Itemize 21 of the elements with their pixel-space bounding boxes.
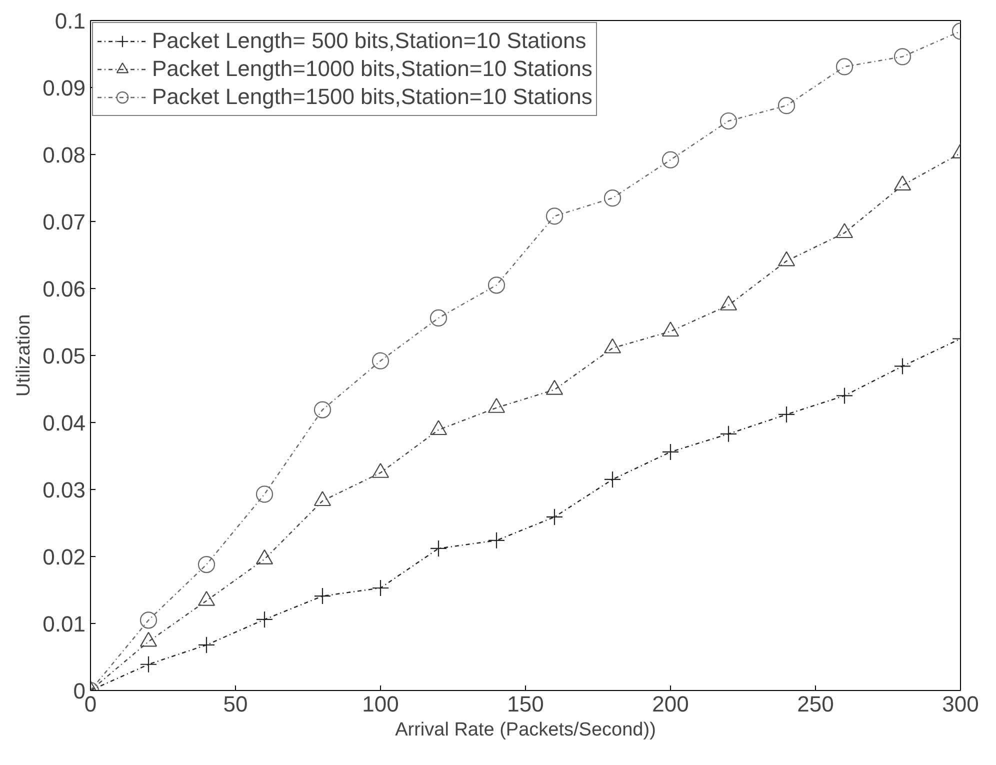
- x-tick-label: 200: [652, 692, 689, 716]
- legend-label: Packet Length=1000 bits,Station=10 Stations: [152, 55, 592, 83]
- y-tick-label: 0.09: [42, 76, 86, 100]
- y-tick-label: 0.08: [42, 142, 86, 168]
- y-tick-label: 0.04: [42, 410, 86, 436]
- y-tick-label: 0.07: [42, 210, 86, 234]
- x-tick-label: 150: [507, 692, 544, 716]
- x-axis-title: Arrival Rate (Packets/Second)): [395, 720, 656, 740]
- x-tick-label: 250: [797, 692, 834, 716]
- legend-label: Packet Length=1500 bits,Station=10 Stations: [152, 83, 592, 111]
- x-tick-label: 100: [362, 692, 399, 716]
- y-axis-title: Utilization: [14, 314, 35, 397]
- x-tick-label: 50: [223, 692, 248, 716]
- y-tick-label: 0.05: [42, 344, 86, 368]
- legend-label: Packet Length= 500 bits,Station=10 Stations: [152, 27, 586, 55]
- y-tick-label: 0.1: [54, 8, 86, 34]
- y-tick-label: 0.01: [42, 612, 86, 636]
- y-tick-label: 0.02: [42, 544, 86, 570]
- y-tick-label: 0.06: [42, 276, 86, 302]
- y-tick-label: 0.03: [42, 478, 86, 502]
- x-tick-label: 300: [942, 692, 979, 716]
